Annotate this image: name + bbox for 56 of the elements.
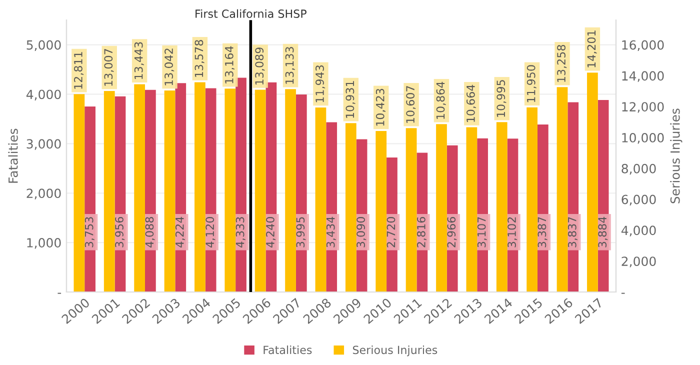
data-label: 13,443: [134, 42, 144, 79]
data-label: 3,995: [296, 217, 306, 248]
data-label: 13,578: [194, 40, 204, 77]
data-label: 4,224: [175, 216, 185, 248]
y-axis-title: Fatalities: [8, 128, 18, 183]
data-label: 11,950: [526, 65, 536, 102]
y-tick-label: 4,000: [26, 90, 61, 100]
data-label: 3,434: [326, 216, 336, 248]
data-label: 10,864: [436, 82, 446, 119]
y2-tick-label: 8,000: [622, 164, 656, 175]
data-label: 3,753: [84, 217, 94, 248]
y2-axis-title: Serious Injuries: [670, 108, 682, 204]
data-label: 3,884: [598, 216, 608, 248]
data-label: 2,720: [386, 217, 396, 248]
data-label: 10,664: [466, 84, 476, 122]
data-label: 10,423: [376, 88, 386, 126]
data-label: 3,102: [508, 217, 518, 248]
data-label: 13,089: [255, 48, 265, 84]
data-label: 3,107: [477, 217, 487, 248]
data-label: 10,607: [406, 86, 416, 123]
data-label: 11,943: [316, 65, 326, 102]
y2-tick-label: -: [621, 292, 625, 294]
y2-tick-label: 14,000: [622, 71, 664, 82]
data-label: 13,258: [557, 44, 567, 82]
data-label: 4,120: [206, 217, 216, 248]
data-label: 4,240: [266, 217, 276, 248]
y-tick-label: -: [58, 292, 62, 294]
data-label: 13,133: [285, 47, 295, 84]
data-label: 13,042: [164, 48, 174, 86]
data-label: 12,811: [74, 52, 84, 89]
y2-tick-label: 12,000: [622, 102, 664, 113]
data-label: 3,837: [568, 217, 578, 248]
y-tick-label: 1,000: [27, 238, 61, 249]
legend-label: Fatalities: [264, 346, 312, 354]
y-tick-label: 2,000: [26, 188, 61, 200]
y-tick-label: 5,000: [26, 40, 61, 51]
y2-tick-label: 4,000: [621, 226, 656, 236]
data-label: 2,966: [447, 216, 457, 248]
data-label: 3,387: [538, 217, 548, 248]
y2-tick-label: 2,000: [622, 256, 656, 268]
data-label: 3,956: [115, 216, 125, 248]
y2-tick-label: 16,000: [622, 40, 664, 51]
y2-tick-label: 6,000: [622, 194, 656, 206]
data-label: 10,931: [346, 81, 356, 118]
ref-line-label: First California SHSP: [196, 9, 306, 18]
legend-label: Serious Injuries: [352, 346, 438, 356]
data-label: 13,007: [104, 49, 114, 86]
data-label: 13,164: [224, 46, 234, 84]
data-label: 4,333: [236, 217, 246, 248]
data-label: 4,088: [145, 217, 155, 248]
data-label: 14,201: [587, 30, 597, 68]
y2-tick-label: 10,000: [622, 132, 664, 144]
data-label: 10,995: [496, 80, 506, 117]
data-label: 2,816: [416, 216, 427, 248]
y-tick-label: 3,000: [26, 139, 61, 150]
data-label: 3,090: [356, 217, 366, 248]
